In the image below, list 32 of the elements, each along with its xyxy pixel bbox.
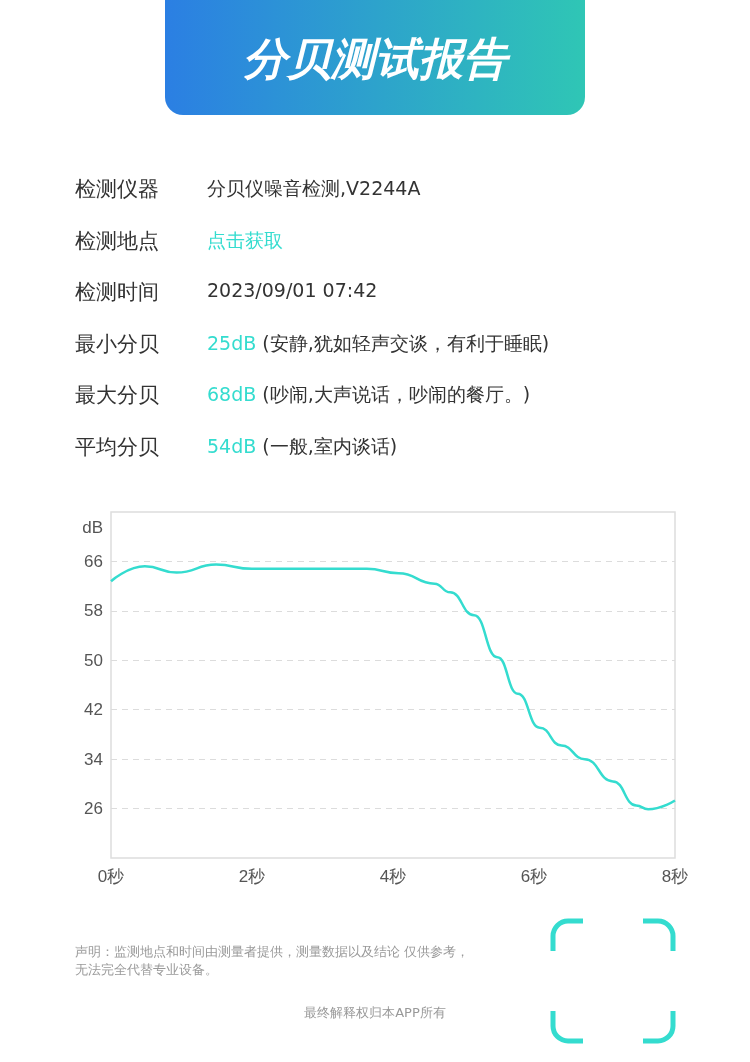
text: (一般,室内谈话) (261, 434, 398, 457)
text: 68dB (207, 383, 257, 405)
text: 最终解释权归本APP所有 (303, 1004, 447, 1022)
text: 检测地点 (75, 227, 159, 255)
text: (吵闹,大声说话，吵闹的餐厅。) (261, 383, 531, 405)
text: 分贝仪噪音检测,V2244A (207, 177, 421, 199)
text: 点击获取 (207, 228, 283, 251)
text: 平均分贝 (75, 433, 159, 461)
x-tick-label: 2秒 (238, 867, 266, 886)
text: (安静,犹如轻声交谈，有利于睡眠) (261, 331, 550, 354)
text: 最小分贝 (75, 330, 159, 358)
x-tick-label: 0秒 (97, 867, 125, 886)
text: 检测仪器 (75, 176, 159, 203)
x-tick-label: 8秒 (661, 867, 689, 886)
text: 54dB (207, 434, 257, 457)
y-tick-label: 42 (84, 700, 103, 720)
y-tick-label: 66 (84, 551, 103, 571)
text: 25dB (207, 331, 257, 354)
y-tick-label: 58 (84, 601, 103, 621)
text: 最大分贝 (75, 382, 159, 409)
x-tick-label: 4秒 (379, 867, 407, 886)
y-tick-label: 34 (84, 749, 103, 769)
text: 声明：监测地点和时间由测量者提供，测量数据以及结论 仅供参考， (75, 944, 469, 961)
y-axis-title: dB (82, 518, 103, 537)
y-tick-label: 26 (84, 799, 103, 819)
line-series (109, 563, 677, 811)
text: 2023/09/01 07:42 (207, 279, 378, 301)
y-tick-label: 50 (84, 650, 103, 670)
chart-title: 分贝测试报告 (242, 32, 512, 86)
x-tick-label: 6秒 (520, 867, 548, 886)
text: 无法完全代替专业设备。 (75, 962, 218, 979)
text: 检测时间 (75, 279, 159, 306)
